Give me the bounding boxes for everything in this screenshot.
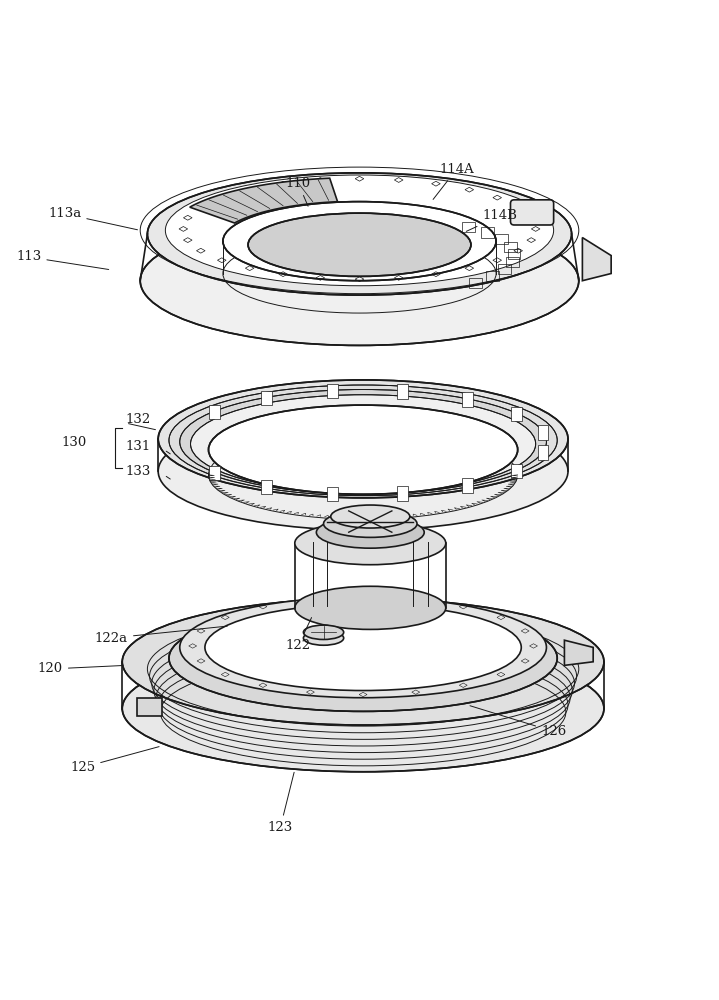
Ellipse shape [140,216,579,345]
Ellipse shape [295,586,446,629]
Ellipse shape [303,631,344,645]
Text: 125: 125 [70,747,159,774]
Polygon shape [462,392,472,407]
Text: 122: 122 [286,618,311,652]
Ellipse shape [303,625,344,639]
Polygon shape [462,478,472,493]
Ellipse shape [248,213,471,276]
Text: 131: 131 [126,440,151,453]
Polygon shape [137,698,162,716]
Text: 110: 110 [286,177,311,206]
FancyBboxPatch shape [510,200,554,225]
Polygon shape [564,640,593,665]
Polygon shape [538,425,549,440]
Polygon shape [190,178,337,223]
Ellipse shape [331,505,410,528]
Text: 113: 113 [16,250,109,269]
Text: 123: 123 [267,772,294,834]
Polygon shape [327,487,338,501]
Text: 130: 130 [61,436,86,449]
Polygon shape [511,407,522,421]
Text: 120: 120 [38,662,123,675]
Polygon shape [209,466,220,480]
Polygon shape [582,238,611,281]
Ellipse shape [169,605,557,711]
Ellipse shape [122,645,604,772]
Polygon shape [398,384,408,399]
Ellipse shape [324,510,417,537]
Ellipse shape [205,604,521,691]
Polygon shape [511,464,522,478]
Ellipse shape [316,517,424,548]
Polygon shape [261,480,272,494]
Ellipse shape [180,597,546,698]
Polygon shape [538,445,549,460]
Ellipse shape [295,522,446,565]
Polygon shape [327,384,338,398]
Text: 114B: 114B [467,209,517,231]
Polygon shape [209,405,220,419]
Ellipse shape [122,599,604,725]
Ellipse shape [191,395,536,493]
Ellipse shape [169,385,557,496]
Ellipse shape [165,175,554,286]
Polygon shape [398,486,408,501]
Ellipse shape [158,380,568,498]
Text: 133: 133 [126,465,151,478]
Ellipse shape [223,202,496,281]
Ellipse shape [158,412,568,530]
Polygon shape [261,391,272,405]
Text: 114A: 114A [433,163,474,199]
Ellipse shape [147,173,572,295]
Text: 132: 132 [126,413,151,426]
Ellipse shape [180,390,546,494]
Text: 126: 126 [470,706,567,738]
Text: 113a: 113a [48,207,137,230]
Text: 122a: 122a [95,626,227,645]
Ellipse shape [209,405,518,494]
